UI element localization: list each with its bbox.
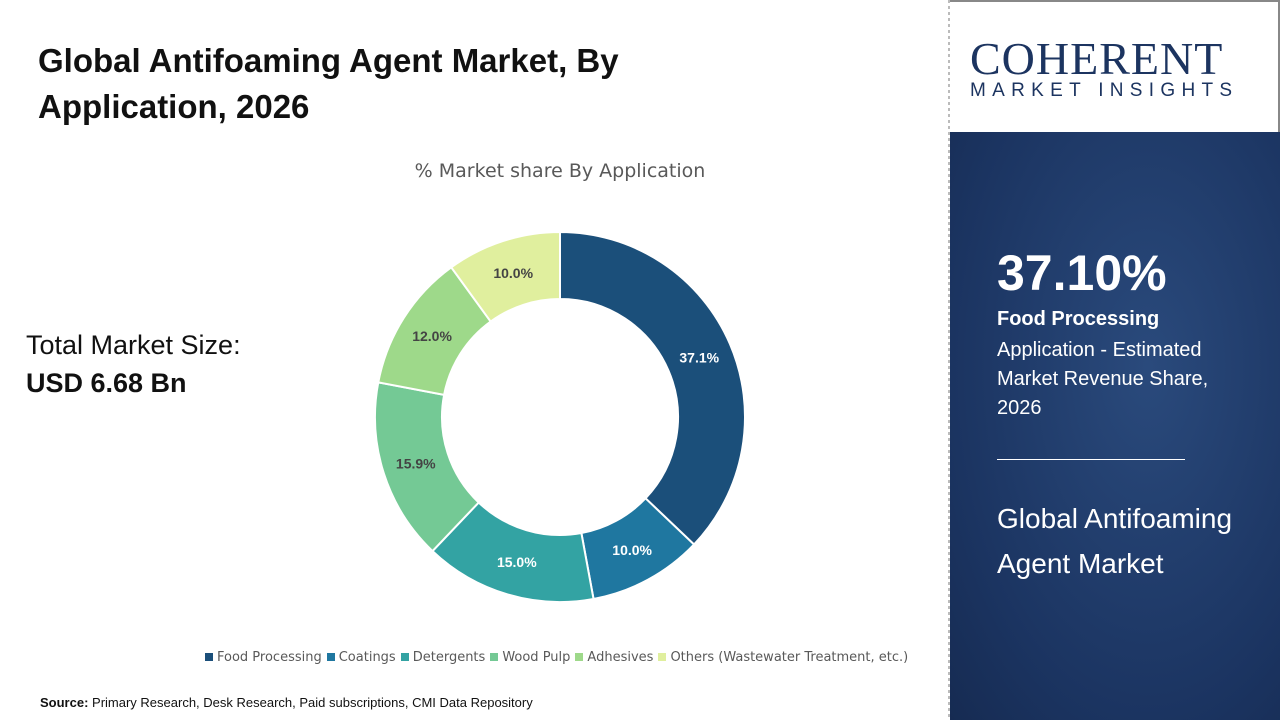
data-label: 15.9% xyxy=(396,455,436,471)
legend-item: Wood Pulp xyxy=(490,650,570,665)
logo: COHERENT MARKET INSIGHTS xyxy=(950,0,1280,132)
legend-label: Wood Pulp xyxy=(502,650,571,665)
legend-swatch xyxy=(575,653,584,661)
highlight-percent: 37.10% xyxy=(997,245,1167,301)
legend-item: Others (Wastewater Treatment, etc.) xyxy=(658,650,908,665)
data-label: 37.1% xyxy=(679,349,719,365)
data-label: 12.0% xyxy=(412,328,452,344)
data-label: 15.0% xyxy=(497,554,537,570)
total-market-value: USD 6.68 Bn xyxy=(26,368,187,398)
legend-label: Food Processing xyxy=(217,650,322,665)
legend-swatch xyxy=(326,653,335,661)
data-label: 10.0% xyxy=(493,265,533,281)
data-label: 10.0% xyxy=(612,542,652,558)
source-label: Source: xyxy=(40,695,89,710)
highlight-panel: 37.10% Food Processing Application - Est… xyxy=(950,132,1280,720)
panel-divider xyxy=(997,459,1185,460)
legend-label: Others (Wastewater Treatment, etc.) xyxy=(670,650,909,665)
legend-item: Detergents xyxy=(400,650,486,665)
logo-word: COHERENT xyxy=(970,33,1224,84)
legend-swatch xyxy=(658,653,667,661)
total-market-size: Total Market Size: USD 6.68 Bn xyxy=(26,326,241,402)
legend-label: Adhesives xyxy=(587,650,654,665)
legend-swatch xyxy=(205,653,213,661)
legend-label: Coatings xyxy=(338,650,396,665)
highlight-market: Global Antifoaming Agent Market xyxy=(997,503,1233,579)
legend-item: Adhesives xyxy=(575,650,653,665)
legend-item: Coatings xyxy=(326,650,396,665)
slice-food xyxy=(559,230,746,546)
slice-others xyxy=(449,230,561,323)
chart-title: % Market share By Application xyxy=(414,160,706,182)
legend-label: Detergents xyxy=(412,650,486,665)
page-title: Global Antifoaming Agent Market, By Appl… xyxy=(38,42,619,125)
source-text: Primary Research, Desk Research, Paid su… xyxy=(88,695,533,710)
highlight-description: Application - Estimated Market Revenue S… xyxy=(997,339,1209,419)
legend: Food Processing Coatings Detergents Wood Pu… xyxy=(205,650,913,665)
divider xyxy=(948,0,950,720)
legend-item: Food Processing xyxy=(205,650,322,665)
highlight-segment: Food Processing xyxy=(997,308,1160,330)
chart-area: Global Antifoaming Agent Market, By Appl… xyxy=(26,42,913,710)
legend-swatch xyxy=(400,653,409,661)
donut-chart: 37.1% 10.0% 15.0% 15.9% 12.0% 10.0% xyxy=(374,230,746,603)
logo-tagline: MARKET INSIGHTS xyxy=(970,80,1239,101)
total-market-label: Total Market Size: xyxy=(26,330,241,360)
legend-swatch xyxy=(490,653,499,661)
source-note: Source: Primary Research, Desk Research,… xyxy=(40,695,533,710)
